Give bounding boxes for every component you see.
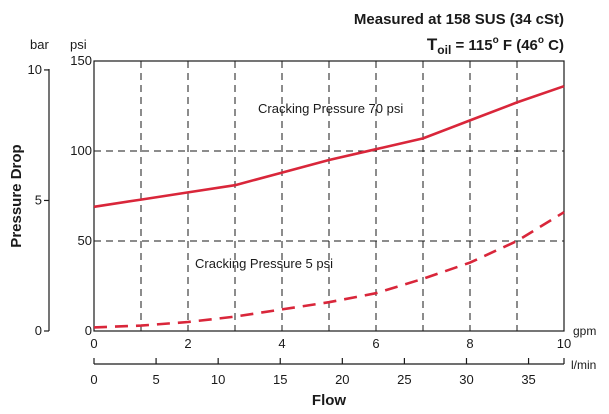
y-unit-bar: bar (30, 37, 49, 52)
chart-title-line1: Measured at 158 SUS (34 cSt) (354, 11, 564, 28)
series-label-70psi: Cracking Pressure 70 psi (258, 101, 403, 116)
gpm-axis-ticks: 0 2 4 6 8 10 (90, 336, 571, 351)
psi-tick-label: 100 (70, 143, 92, 158)
lpm-tick-label: 5 (152, 372, 159, 387)
bar-tick-label: 0 (35, 323, 42, 338)
x-axis-title: Flow (312, 392, 346, 409)
gpm-tick-label: 6 (372, 336, 379, 351)
title-unit-f: F (46 (499, 37, 538, 54)
chart-title-line2: Toil = 115o F (46o C) (427, 35, 564, 57)
x-unit-lpm: l/min (571, 358, 596, 372)
y-axis-title: Pressure Drop (8, 144, 25, 247)
series-line-5psi (93, 211, 565, 329)
lpm-tick-label: 15 (273, 372, 287, 387)
lpm-tick-label: 25 (397, 372, 411, 387)
bar-tick-label: 10 (28, 62, 42, 77)
y-unit-psi: psi (70, 37, 87, 52)
lpm-tick-label: 0 (90, 372, 97, 387)
lpm-tick-label: 30 (459, 372, 473, 387)
psi-tick-label: 150 (70, 53, 92, 68)
title-temp-subscript: oil (437, 43, 451, 57)
lpm-tick-label: 10 (211, 372, 225, 387)
psi-tick-label: 0 (85, 323, 92, 338)
lpm-axis-ticks: 0 5 10 15 20 25 30 35 (90, 358, 565, 387)
gpm-tick-label: 0 (90, 336, 97, 351)
title-temp-value: = 115 (451, 37, 492, 54)
series-label-5psi: Cracking Pressure 5 psi (195, 256, 333, 271)
plot-frame (93, 60, 565, 332)
gpm-tick-label: 4 (278, 336, 285, 351)
title-unit-c: C) (544, 37, 564, 54)
title-degree-2: o (538, 35, 544, 46)
gpm-tick-label: 8 (466, 336, 473, 351)
psi-axis-ticks: 0 50 100 150 (70, 53, 92, 338)
title-temp-symbol: T (427, 35, 438, 54)
grid-lines (94, 61, 564, 331)
lpm-tick-label: 20 (335, 372, 349, 387)
psi-tick-label: 50 (78, 233, 92, 248)
series-line-70psi (93, 84, 565, 209)
title-degree-1: o (493, 35, 499, 46)
gpm-tick-label: 2 (184, 336, 191, 351)
series-group (93, 84, 565, 329)
lpm-tick-label: 35 (521, 372, 535, 387)
gpm-tick-label: 10 (557, 336, 571, 351)
bar-tick-label: 5 (35, 192, 42, 207)
x-unit-gpm: gpm (573, 324, 596, 338)
bar-axis-ticks: 0 5 10 (28, 62, 49, 338)
